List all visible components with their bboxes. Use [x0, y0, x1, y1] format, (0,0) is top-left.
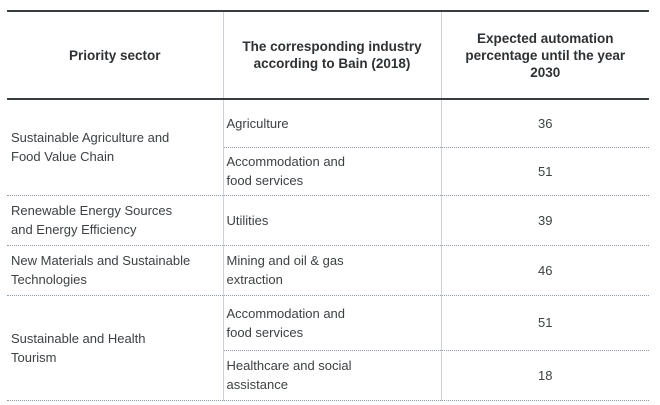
table-row: Renewable Energy Sources and Energy Effi… [7, 195, 649, 246]
percent-cell: 36 [440, 99, 649, 148]
sector-cell-agriculture-food: Sustainable Agriculture and Food Value C… [7, 99, 223, 196]
column-header-industry: The corresponding industry according to … [222, 10, 441, 100]
percent-cell: 51 [440, 295, 649, 351]
percent-cell: 51 [440, 147, 649, 196]
industry-cell: Accommodation and food services [222, 295, 441, 351]
table-row: Healthcare and social assistance 18 [7, 350, 649, 401]
table-body: Sustainable Agriculture and Food Value C… [7, 99, 649, 401]
sector-cell-renewable-energy: Renewable Energy Sources and Energy Effi… [7, 195, 223, 246]
header-row: Priority sector The corresponding indust… [7, 10, 649, 100]
industry-cell: Agriculture [222, 99, 441, 148]
percent-cell: 39 [440, 195, 649, 246]
sector-cell-new-materials: New Materials and Sustainable Technologi… [7, 245, 223, 296]
table-row: Accommodation and food services 51 [7, 147, 649, 196]
percent-cell: 46 [440, 245, 649, 296]
sector-cell-health-tourism: Sustainable and Health Tourism [7, 295, 223, 401]
table-row: Sustainable Agriculture and Food Value C… [7, 99, 649, 196]
percent-cell: 18 [440, 350, 649, 401]
industry-cell: Accommodation and food services [222, 147, 441, 196]
industry-cell: Mining and oil & gas extraction [222, 245, 441, 296]
table-row: New Materials and Sustainable Technologi… [7, 245, 649, 296]
automation-table: Priority sector The corresponding indust… [7, 10, 649, 401]
industry-cell: Utilities [222, 195, 441, 246]
industry-cell: Healthcare and social assistance [222, 350, 441, 401]
column-header-priority-sector: Priority sector [7, 10, 223, 100]
column-header-automation-percentage: Expected automation percentage until the… [440, 10, 649, 100]
table-row: Sustainable and Health Tourism Accommoda… [7, 295, 649, 401]
table-header: Priority sector The corresponding indust… [7, 10, 649, 100]
